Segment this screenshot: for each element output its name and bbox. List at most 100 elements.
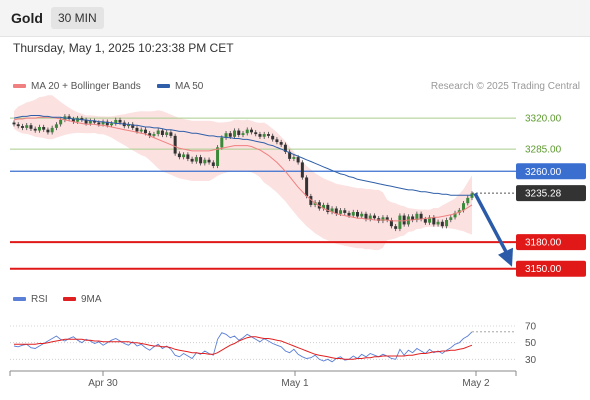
- candle-body-10: [54, 124, 58, 128]
- candle-body-11: [59, 119, 63, 125]
- candle-body-76: [334, 208, 338, 214]
- asset-title: Gold: [11, 10, 43, 26]
- candle-body-57: [254, 132, 258, 135]
- candle-body-104: [453, 212, 457, 218]
- level-label-3: 3180.00: [525, 238, 562, 249]
- candle-body-60: [266, 134, 270, 136]
- candle-body-84: [368, 215, 372, 220]
- candle-body-107: [466, 197, 470, 204]
- current-price-label: 3235.28: [525, 189, 562, 200]
- level-label-0: 3320.00: [525, 114, 562, 125]
- candle-body-28: [131, 124, 135, 128]
- legend-ma20: MA 20 + Bollinger Bands: [13, 81, 141, 92]
- forecast-arrow-shaft: [473, 192, 509, 255]
- candle-body-90: [394, 226, 398, 229]
- level-label-1: 3285.00: [525, 145, 562, 156]
- candle-body-99: [432, 217, 436, 225]
- candle-body-24: [114, 119, 118, 124]
- rsi-line: [13, 331, 473, 363]
- candle-body-75: [330, 208, 334, 213]
- candle-body-55: [245, 129, 249, 134]
- candle-body-33: [152, 134, 156, 136]
- candle-body-89: [389, 220, 393, 227]
- candle-body-79: [347, 212, 351, 216]
- legend-ma20-swatch: [13, 84, 26, 89]
- candle-body-40: [182, 154, 186, 158]
- candle-body-106: [462, 203, 466, 211]
- legend-ma20-label: MA 20 + Bollinger Bands: [31, 81, 141, 92]
- candle-body-46: [207, 159, 211, 163]
- candle-body-51: [228, 133, 232, 137]
- candle-body-29: [135, 127, 139, 132]
- candle-body-68: [300, 162, 304, 178]
- candle-body-7: [42, 127, 46, 130]
- candle-body-19: [93, 120, 97, 123]
- legend-ma50-label: MA 50: [175, 81, 204, 92]
- candle-body-2: [20, 126, 24, 128]
- chart-datetime: Thursday, May 1, 2025 10:23:38 PM CET: [13, 41, 234, 55]
- candle-body-14: [71, 119, 75, 122]
- current-price-tag: [516, 185, 586, 202]
- candle-body-70: [309, 196, 313, 205]
- legend-ma50: MA 50: [157, 81, 203, 92]
- legend-9ma-swatch: [63, 297, 76, 302]
- candle-body-30: [139, 129, 143, 132]
- candle-body-54: [241, 133, 245, 135]
- candle-body-66: [292, 157, 296, 159]
- candle-body-58: [258, 134, 262, 137]
- candle-body-18: [88, 120, 92, 124]
- candle-body-43: [194, 157, 198, 162]
- candle-body-98: [428, 217, 432, 223]
- candle-body-52: [233, 130, 237, 137]
- candle-body-20: [97, 122, 101, 125]
- candle-body-47: [211, 162, 215, 166]
- candle-body-83: [364, 213, 368, 220]
- candle-body-78: [343, 210, 347, 213]
- rsi-tick-1: 50: [525, 338, 537, 349]
- candle-body-81: [356, 212, 359, 217]
- candle-body-103: [449, 217, 453, 220]
- candle-body-44: [199, 157, 203, 164]
- candle-body-61: [271, 135, 275, 140]
- rsi-tick-0: 70: [525, 322, 537, 333]
- candle-body-0: [12, 122, 16, 125]
- candle-body-77: [339, 210, 343, 214]
- candle-body-41: [186, 154, 190, 159]
- candle-body-82: [360, 213, 364, 217]
- candle-body-49: [220, 137, 224, 148]
- candle-body-88: [385, 217, 389, 220]
- level-tag-4: [516, 260, 586, 277]
- research-credit: Research © 2025 Trading Central: [430, 81, 580, 92]
- candle-body-73: [322, 204, 326, 209]
- candle-body-101: [440, 221, 444, 227]
- candle-body-16: [80, 118, 84, 120]
- candle-body-96: [419, 213, 423, 220]
- candle-body-94: [411, 216, 415, 220]
- candle-body-25: [118, 119, 122, 123]
- candle-body-74: [326, 204, 330, 213]
- ma50-line: [13, 115, 472, 196]
- timeframe-button[interactable]: 30 MIN: [51, 7, 104, 29]
- candle-body-21: [101, 121, 105, 125]
- level-label-4: 3150.00: [525, 264, 562, 275]
- rsi-tick-2: 30: [525, 355, 537, 366]
- candle-body-23: [110, 123, 114, 126]
- candle-body-97: [423, 219, 427, 223]
- candle-body-42: [190, 158, 194, 162]
- candle-body-59: [262, 134, 266, 137]
- candle-body-50: [224, 133, 228, 138]
- candle-body-65: [288, 151, 292, 159]
- legend-9ma-label: 9MA: [81, 294, 102, 305]
- candle-body-48: [216, 147, 220, 166]
- candle-body-39: [177, 153, 181, 158]
- level-tag-2: [516, 163, 586, 180]
- candle-body-95: [415, 213, 419, 220]
- candle-body-64: [283, 144, 287, 152]
- candle-body-35: [160, 130, 164, 135]
- candle-body-56: [249, 129, 253, 133]
- candle-body-31: [143, 129, 147, 134]
- candle-body-17: [84, 119, 88, 124]
- candle-body-9: [50, 127, 54, 133]
- candle-body-37: [169, 132, 173, 136]
